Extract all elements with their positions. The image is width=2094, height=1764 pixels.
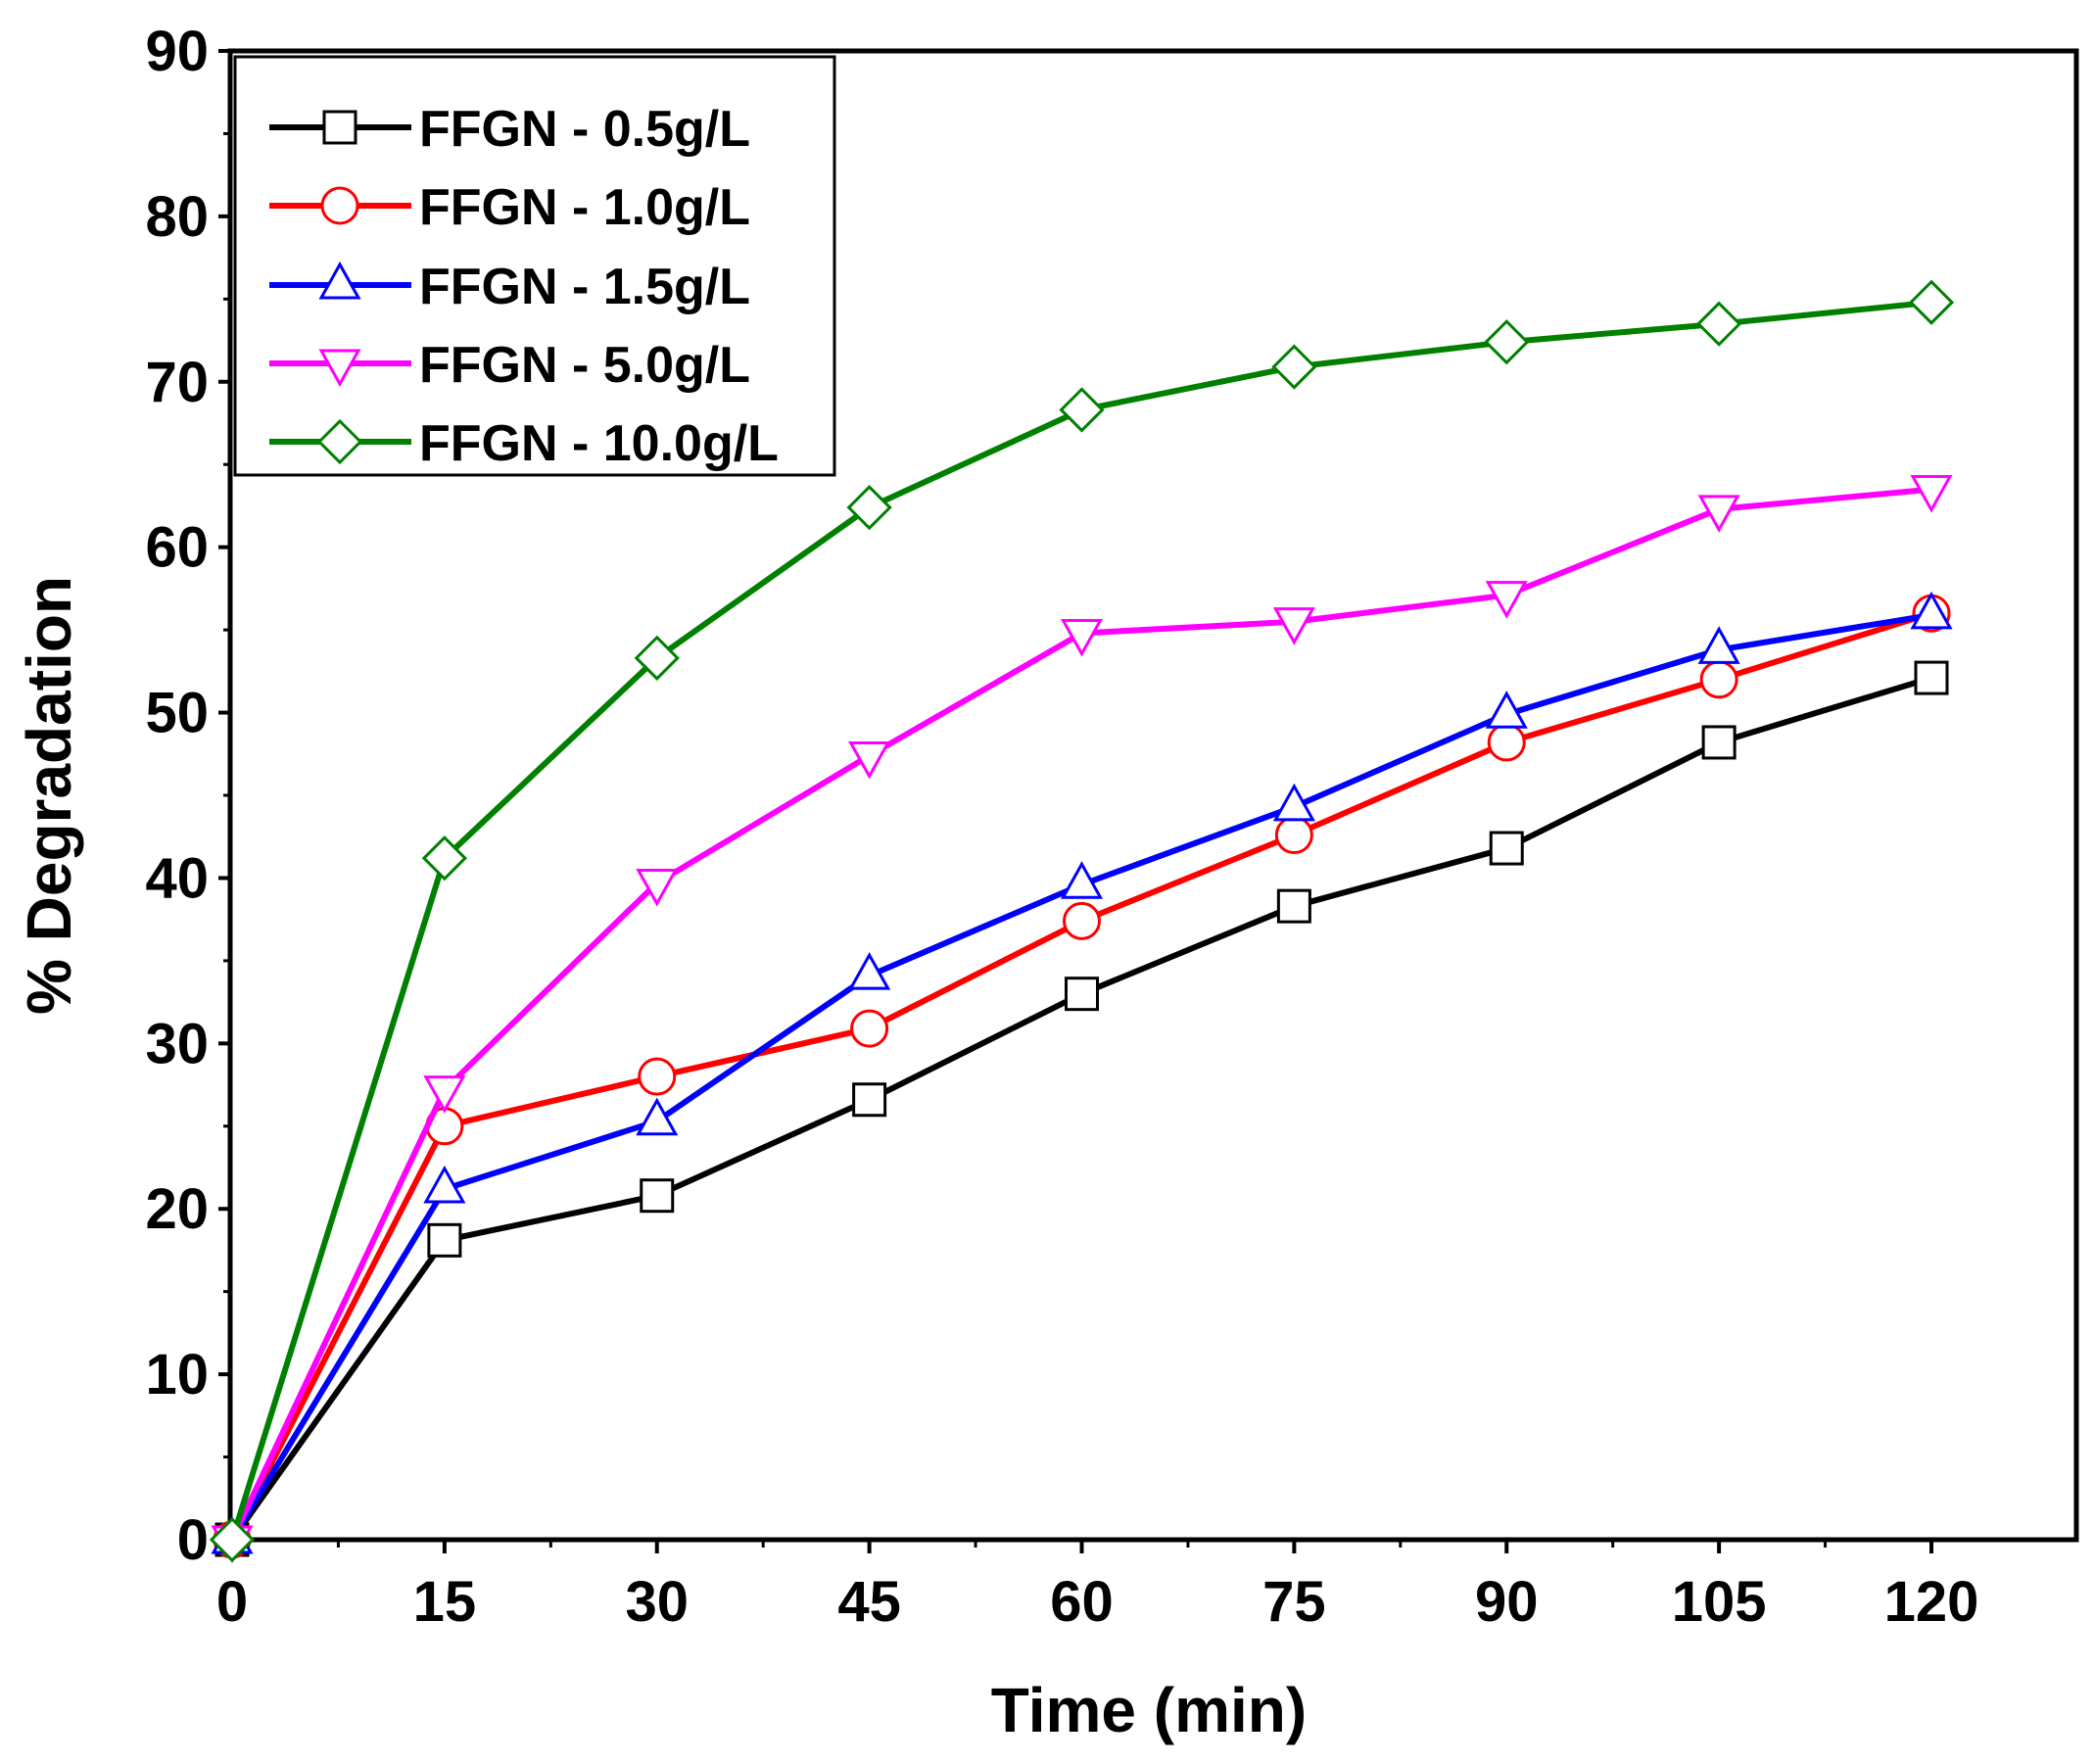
data-point [1697,495,1740,533]
legend-label: FFGN - 10.0g/L [419,415,779,472]
data-point [1060,861,1104,899]
x-tick-label: 120 [1884,1570,1979,1634]
data-point [423,1075,466,1114]
data-point [852,1082,887,1118]
x-tick-label: 0 [216,1570,248,1634]
y-axis: 0 10 20 30 40 50 60 70 80 90 [145,20,230,1572]
y-axis-title: % Degradation [14,576,84,1015]
data-point [636,869,679,907]
data-point [1060,618,1104,657]
data-point [850,1009,889,1048]
data-point [1697,626,1740,664]
series-4 [211,475,1953,1564]
series-line [229,675,1932,1542]
data-point [209,1516,256,1563]
data-point [1485,581,1528,619]
legend-marker [320,186,359,225]
x-tick-label: 90 [1475,1570,1539,1634]
data-point [634,635,680,681]
legend-marker [318,261,361,300]
x-axis: 0 15 30 45 60 75 90 105 120 [216,1540,1979,1634]
data-point [1910,475,1953,513]
data-point [427,1222,462,1258]
legend: FFGN - 0.5g/L FFGN - 1.0g/L FFGN - 1.5g/L F… [233,55,836,477]
data-point [848,952,891,990]
y-tick-label: 70 [145,351,209,414]
series-1 [214,660,1949,1557]
data-point [1274,816,1313,855]
legend-label: FFGN - 1.0g/L [419,179,750,236]
data-point [1272,783,1315,822]
data-point [1276,888,1311,924]
series-line [229,610,1932,1542]
x-axis-title: Time (min) [991,1675,1307,1745]
y-tick-label: 50 [145,682,209,745]
y-tick-label: 30 [145,1012,209,1075]
x-tick-label: 45 [837,1570,901,1634]
data-point [1059,387,1105,433]
legend-entry: FFGN - 5.0g/L [269,337,750,394]
y-tick-label: 80 [145,185,209,249]
data-point [1272,607,1315,645]
legend-label: FFGN - 1.5g/L [419,259,750,315]
legend-marker [322,110,357,145]
x-tick-label: 60 [1050,1570,1114,1634]
y-tick-label: 90 [145,20,209,83]
data-point [1065,977,1099,1012]
legend-entry: FFGN - 1.0g/L [269,179,750,236]
data-point [1489,831,1524,866]
x-tick-label: 75 [1262,1570,1326,1634]
series-line [229,611,1932,1542]
data-point [1910,591,1953,630]
x-tick-label: 30 [625,1570,689,1634]
legend-entry: FFGN - 10.0g/L [269,415,779,472]
x-tick-label: 105 [1672,1570,1767,1634]
data-point [848,740,891,780]
data-point [421,835,467,882]
legend-entry: FFGN - 0.5g/L [269,101,750,158]
data-point [1908,279,1955,325]
x-tick-label: 15 [413,1570,477,1634]
data-point [1485,691,1528,729]
data-point [636,1097,679,1136]
data-point [1484,319,1530,365]
series-5 [209,279,1955,1563]
data-point [638,1057,677,1096]
data-point [1696,301,1742,347]
data-point [1487,723,1526,762]
legend-marker [318,349,361,388]
y-tick-label: 60 [145,516,209,580]
legend-label: FFGN - 5.0g/L [419,337,750,394]
data-point [423,1165,466,1204]
series-layer [209,279,1955,1564]
y-tick-label: 0 [177,1508,209,1572]
y-tick-label: 20 [145,1177,209,1241]
data-point [640,1178,675,1214]
data-point [1914,660,1949,695]
data-point [1699,660,1738,699]
data-point [1063,901,1101,940]
legend-entry: FFGN - 1.5g/L [269,259,750,315]
data-point [846,485,892,531]
series-3 [211,591,1953,1554]
series-2 [213,594,1951,1559]
data-point [1701,725,1737,760]
data-point [1271,344,1317,390]
y-tick-label: 40 [145,846,209,910]
legend-label: FFGN - 0.5g/L [419,101,750,158]
legend-marker [316,418,363,465]
y-tick-label: 10 [145,1343,209,1406]
